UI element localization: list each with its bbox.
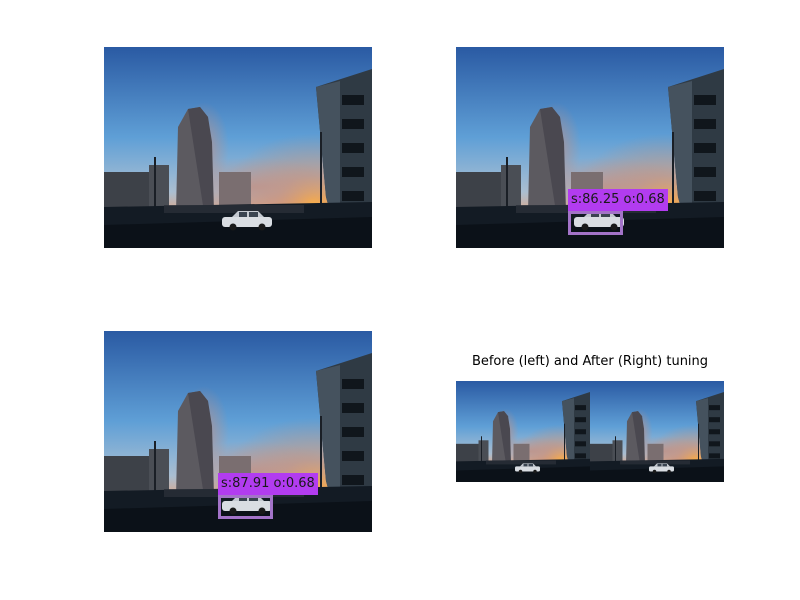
detection-label: s:87.91 o:0.68 [218,473,318,495]
montage-title: Before (left) and After (Right) tuning [471,354,709,369]
detection-label: s:86.25 o:0.68 [568,189,668,211]
city-street-photo [104,47,372,248]
montage-right-image [590,381,724,482]
panel-detection-before: s:86.25 o:0.68 [456,47,724,248]
panel-original-image [104,47,372,248]
panel-before-after-montage [456,381,724,482]
detection-box [218,495,273,519]
panel-detection-after: s:87.91 o:0.68 [104,331,372,532]
montage-photo [456,381,724,482]
montage-left-image [456,381,590,482]
detection-box [568,211,623,235]
